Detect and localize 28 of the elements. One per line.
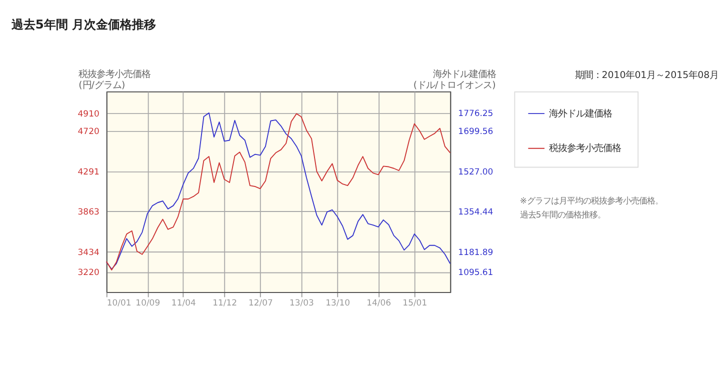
x-tick-label: 15/01 — [402, 298, 428, 308]
x-tick-label: 10/09 — [136, 298, 160, 308]
text: 期間：2010年01月～2015年08月 — [574, 70, 719, 82]
x-tick-label: 11/04 — [171, 298, 196, 308]
y-tick-label: 3220 — [78, 267, 100, 278]
text: ※グラフは月平均の税抜参考小売価格。過去5年間の価格推移。 — [520, 195, 663, 220]
y2-tick-label: 1776.25 — [458, 108, 494, 118]
y-tick-label: 3863 — [78, 206, 100, 217]
x-tick-label: 10/01 — [106, 298, 132, 308]
y-tick-label: 4720 — [78, 126, 100, 136]
y-tick-label: 4910 — [78, 108, 100, 118]
y2-tick-label: 1527.00 — [458, 166, 494, 176]
y2-tick-label: 1354.44 — [458, 206, 494, 217]
y2-tick-label: 1181.89 — [458, 247, 494, 258]
x-tick-label: 12/07 — [248, 298, 273, 308]
y2-axis-title: 海外ドル建価格 (ドル/トロイオンス) — [413, 68, 496, 92]
y2-tick-label: 1095.61 — [458, 267, 494, 278]
legend-label: 税抜参考小売価格 — [549, 143, 622, 154]
y-tick-label: 3434 — [78, 247, 100, 258]
x-tick-label: 14/06 — [366, 298, 391, 308]
y2-tick-label: 1699.56 — [458, 126, 494, 136]
y-tick-label: 4291 — [78, 166, 100, 176]
legend-label: 海外ドル建価格 — [549, 108, 612, 120]
x-tick-label: 11/12 — [212, 298, 237, 308]
chart-title: 過去5年間 月次金価格推移 — [10, 17, 156, 32]
x-tick-label: 13/10 — [326, 298, 350, 308]
y-axis-title: 税抜参考小売価格 (円/グラム) — [78, 68, 151, 92]
x-tick-label: 13/03 — [290, 298, 314, 308]
